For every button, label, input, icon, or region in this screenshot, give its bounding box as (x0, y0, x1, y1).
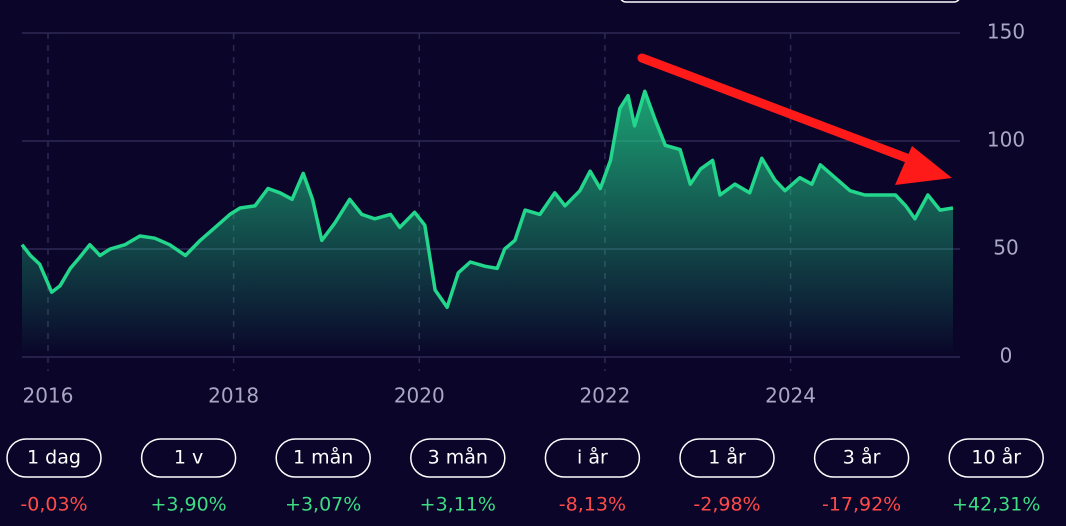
period-button[interactable] (275, 438, 371, 478)
period-label[interactable]: 1 dag (27, 447, 81, 469)
period-button[interactable] (813, 438, 910, 478)
period-label[interactable]: 1 mån (293, 446, 353, 469)
period-button[interactable] (679, 438, 775, 478)
period-label[interactable]: 1 år (708, 446, 746, 469)
period-label[interactable]: i år (577, 446, 608, 469)
period-button[interactable] (140, 438, 237, 478)
annotation-arrow (637, 53, 952, 185)
y-tick-label: 0 (1000, 344, 1013, 368)
y-tick-label: 100 (987, 128, 1025, 152)
period-label[interactable]: 3 år (843, 446, 881, 469)
period-button[interactable] (6, 438, 102, 478)
overlay-box (620, 0, 960, 3)
period-button[interactable] (410, 438, 506, 478)
y-tick-label: 150 (987, 20, 1025, 44)
period-change: +3,11% (420, 494, 496, 516)
period-label[interactable]: 1 v (174, 447, 203, 469)
x-tick-label: 2020 (394, 384, 445, 408)
area (22, 91, 953, 358)
period-change: -8,13% (559, 494, 626, 516)
x-tick-label: 2022 (579, 384, 630, 408)
price-line (20, 89, 954, 310)
period-button[interactable] (948, 438, 1044, 478)
y-tick-label: 50 (993, 236, 1018, 260)
period-change: -2,98% (693, 494, 760, 516)
period-change: -17,92% (822, 494, 901, 516)
x-tick-label: 2024 (765, 384, 816, 408)
period-change: -0,03% (20, 494, 87, 516)
period-button[interactable] (544, 438, 641, 478)
period-change: +3,07% (285, 494, 361, 516)
x-tick-label: 2016 (23, 384, 74, 408)
period-label[interactable]: 10 år (971, 446, 1021, 469)
period-change: +42,31% (952, 494, 1040, 516)
period-label[interactable]: 3 mån (428, 446, 488, 469)
x-tick-label: 2018 (208, 384, 259, 408)
period-change: +3,90% (150, 494, 226, 516)
